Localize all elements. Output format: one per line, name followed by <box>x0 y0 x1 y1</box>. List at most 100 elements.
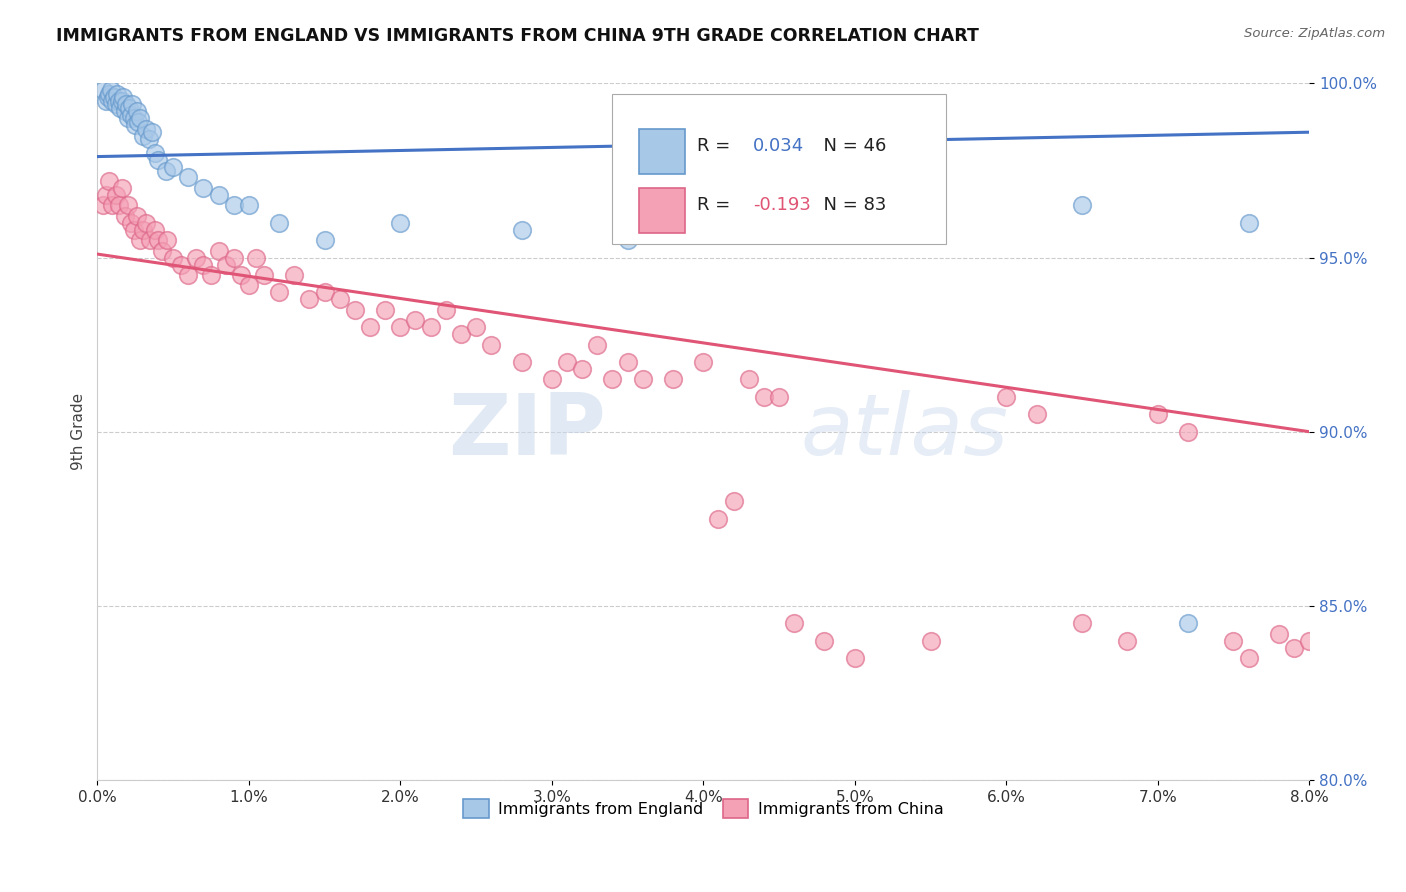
Point <box>101 94 124 108</box>
Text: N = 46: N = 46 <box>813 137 887 155</box>
Point <box>114 209 136 223</box>
Legend: Immigrants from England, Immigrants from China: Immigrants from England, Immigrants from… <box>457 793 950 824</box>
Point <box>120 108 142 122</box>
Point <box>222 251 245 265</box>
Point <box>1282 640 1305 655</box>
Point <box>1343 651 1365 665</box>
Text: IMMIGRANTS FROM ENGLAND VS IMMIGRANTS FROM CHINA 9TH GRADE CORRELATION CHART: IMMIGRANTS FROM ENGLAND VS IMMIGRANTS FR… <box>56 27 979 45</box>
Point <box>128 112 150 126</box>
Text: atlas: atlas <box>800 390 1008 473</box>
Point <box>100 83 122 97</box>
Point <box>104 187 127 202</box>
Point <box>571 362 593 376</box>
Point <box>128 233 150 247</box>
Point <box>616 233 638 247</box>
Point <box>245 251 267 265</box>
Point <box>107 94 129 108</box>
Point <box>135 121 157 136</box>
Point <box>132 223 155 237</box>
Point <box>813 633 835 648</box>
Point <box>1116 633 1139 648</box>
Point <box>101 198 124 212</box>
Point <box>122 112 145 126</box>
Point <box>139 233 162 247</box>
Point <box>146 233 169 247</box>
Point <box>117 198 139 212</box>
Point <box>97 90 120 104</box>
Point <box>465 320 488 334</box>
Point <box>115 97 138 112</box>
Bar <box>640 128 685 174</box>
Point <box>540 372 562 386</box>
Point <box>231 268 253 282</box>
Point <box>1313 616 1336 631</box>
Point <box>98 174 121 188</box>
Point <box>616 355 638 369</box>
Point <box>738 372 761 386</box>
Point <box>118 101 141 115</box>
Point <box>141 125 163 139</box>
Point <box>586 337 609 351</box>
Point <box>103 90 125 104</box>
Point <box>135 216 157 230</box>
Point <box>314 285 336 300</box>
Point <box>110 181 132 195</box>
Text: R =: R = <box>697 137 737 155</box>
Point <box>155 163 177 178</box>
Point <box>555 355 578 369</box>
Point <box>177 268 200 282</box>
Text: ZIP: ZIP <box>449 390 606 473</box>
Point <box>1146 407 1168 421</box>
Point <box>96 187 118 202</box>
Point <box>110 94 132 108</box>
Bar <box>640 188 685 233</box>
Point <box>112 90 135 104</box>
Point <box>283 268 305 282</box>
Point <box>723 216 745 230</box>
Point <box>108 101 131 115</box>
Point <box>96 94 118 108</box>
Point <box>479 337 502 351</box>
Point <box>1237 651 1260 665</box>
Point <box>723 494 745 508</box>
Point <box>768 390 790 404</box>
Point <box>105 87 128 101</box>
Point <box>132 128 155 143</box>
Point <box>253 268 276 282</box>
Point <box>1268 626 1291 640</box>
Point <box>146 153 169 167</box>
Point <box>1177 425 1199 439</box>
Point <box>98 87 121 101</box>
Point <box>169 258 191 272</box>
Point <box>104 97 127 112</box>
Point <box>117 112 139 126</box>
Point <box>121 97 143 112</box>
Point <box>269 285 291 300</box>
Point <box>269 216 291 230</box>
Point <box>143 223 166 237</box>
Point <box>434 302 457 317</box>
Point <box>329 293 352 307</box>
Text: Source: ZipAtlas.com: Source: ZipAtlas.com <box>1244 27 1385 40</box>
Point <box>162 251 184 265</box>
Point <box>215 258 238 272</box>
Point <box>314 233 336 247</box>
Point <box>662 372 685 386</box>
Point <box>93 198 115 212</box>
Text: 0.034: 0.034 <box>754 137 804 155</box>
Point <box>207 187 229 202</box>
Point <box>1298 633 1320 648</box>
Point <box>143 146 166 161</box>
Point <box>389 216 412 230</box>
Point <box>602 372 624 386</box>
Point <box>1071 616 1094 631</box>
Point <box>1071 198 1094 212</box>
Point <box>107 198 129 212</box>
Point <box>238 278 260 293</box>
Point <box>844 651 866 665</box>
Point <box>298 293 321 307</box>
Point <box>920 633 942 648</box>
Point <box>177 170 200 185</box>
Point <box>122 223 145 237</box>
Point <box>995 390 1018 404</box>
